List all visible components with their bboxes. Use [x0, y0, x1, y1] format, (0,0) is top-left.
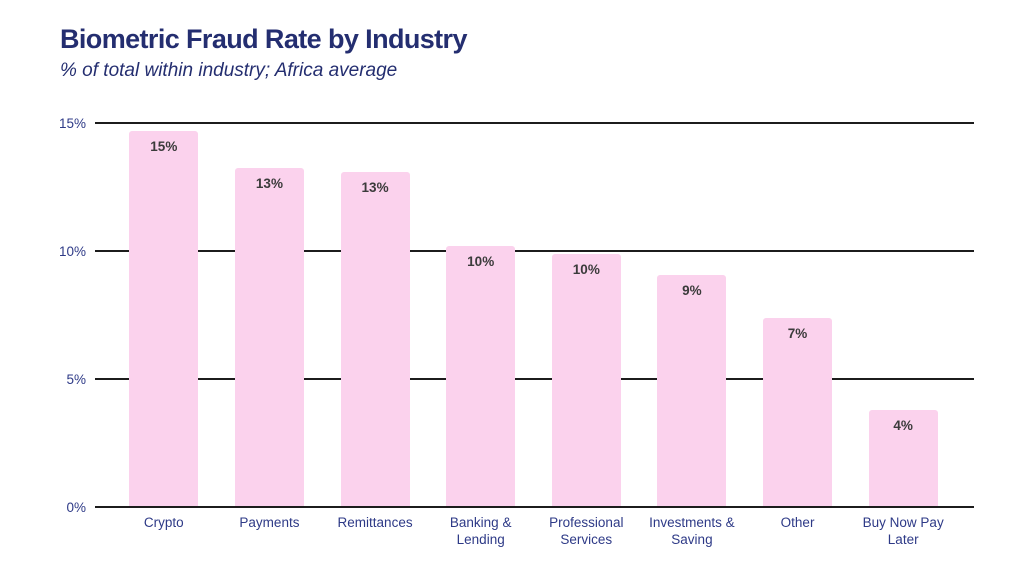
- x-axis-label-investments-saving: Investments & Saving: [649, 515, 735, 547]
- x-axis-labels: Crypto Payments Remittances Banking & Lendi…: [111, 515, 956, 549]
- bar-slot-investments-saving: 9%: [639, 123, 745, 507]
- bar-slot-payments: 13%: [217, 123, 323, 507]
- bar-other: 7%: [763, 317, 833, 507]
- bar-value-label-remittances: 13%: [361, 179, 389, 195]
- gridline-15pct: [95, 122, 974, 124]
- gridline-5pct: [95, 378, 974, 380]
- bar-chart-plot: 0% 5% 10% 15% 15% 13% 13% 10% 10% 9% 7% 4% Crypto Pay…: [59, 116, 974, 547]
- bar-slot-other: 7%: [745, 123, 851, 507]
- y-tick-label-15pct: 15%: [58, 115, 86, 131]
- x-axis-label-crypto: Crypto: [143, 515, 184, 530]
- y-tick-label-5pct: 5%: [66, 371, 86, 387]
- x-axis-label-other: Other: [780, 515, 815, 530]
- x-axis-label-banking-lending: Banking & Lending: [449, 515, 512, 547]
- x-axis-label-buy-now-pay-later: Buy Now Pay Later: [862, 515, 944, 547]
- y-tick-label-10pct: 10%: [58, 243, 86, 259]
- bar-slot-banking-lending: 10%: [428, 123, 534, 507]
- chart-subtitle: % of total within industry; Africa avera…: [60, 60, 398, 81]
- bar-slot-buy-now-pay-later: 4%: [850, 123, 956, 507]
- bar-value-label-other: 7%: [787, 325, 808, 341]
- bar-crypto: 15%: [129, 130, 199, 507]
- chart-title: Biometric Fraud Rate by Industry: [60, 24, 467, 54]
- bar-value-label-banking-lending: 10%: [467, 253, 495, 269]
- bar-value-label-professional-services: 10%: [572, 261, 600, 277]
- x-axis-label-professional-services: Professional Services: [549, 515, 624, 547]
- y-tick-label-0pct: 0%: [66, 499, 86, 515]
- gridline-10pct: [95, 250, 974, 252]
- bar-slot-professional-services: 10%: [534, 123, 640, 507]
- bar-investments-saving: 9%: [657, 275, 727, 507]
- x-axis-label-payments: Payments: [239, 515, 300, 530]
- bar-payments: 13%: [234, 167, 304, 507]
- x-axis-label-remittances: Remittances: [337, 515, 413, 530]
- bar-value-label-payments: 13%: [255, 175, 283, 191]
- bar-value-label-investments-saving: 9%: [682, 283, 702, 299]
- bar-value-label-buy-now-pay-later: 4%: [893, 417, 913, 433]
- bar-slot-remittances: 13%: [322, 123, 428, 507]
- bar-banking-lending: 10%: [446, 245, 516, 507]
- x-axis-line: [95, 506, 974, 508]
- bar-professional-services: 10%: [551, 253, 621, 507]
- bar-buy-now-pay-later: 4%: [868, 409, 938, 507]
- bar-remittances: 13%: [340, 171, 410, 507]
- bar-value-label-crypto: 15%: [150, 138, 178, 154]
- bars-row: 15% 13% 13% 10% 10% 9% 7% 4%: [111, 123, 956, 507]
- bar-slot-crypto: 15%: [111, 123, 217, 507]
